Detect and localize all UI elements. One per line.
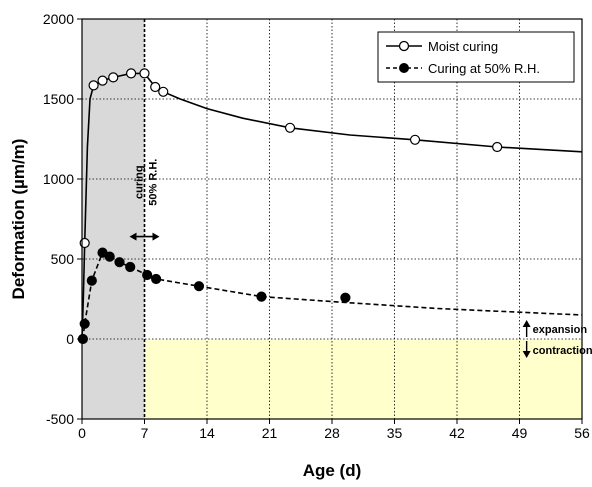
- x-tick-label: 42: [449, 425, 465, 441]
- arrow-up-icon: [522, 320, 531, 327]
- x-tick-label: 28: [324, 425, 340, 441]
- legend-rh-marker: [399, 63, 409, 73]
- y-tick-label: 0: [66, 331, 74, 347]
- expansion-contraction-annotation: expansion contraction: [522, 320, 592, 358]
- x-axis-title: Age (d): [303, 461, 362, 480]
- x-tick-label: 49: [512, 425, 528, 441]
- moist-curing-point: [88, 80, 99, 91]
- rh-label: 50% R.H.: [148, 159, 160, 206]
- rh-curing-point: [114, 257, 125, 268]
- arrow-down-icon: [522, 351, 531, 358]
- series-lines: [81, 72, 583, 341]
- rh-curing-point: [193, 281, 205, 292]
- x-tick-label: 0: [78, 425, 86, 441]
- y-tick-label: 500: [51, 251, 75, 267]
- y-tick-label: 1500: [43, 91, 74, 107]
- series-line-0: [81, 72, 583, 341]
- rh-curing-point: [142, 269, 153, 281]
- y-tick-label: 2000: [43, 11, 74, 27]
- rh-curing-point: [151, 273, 162, 285]
- y-tick-labels: -500 0 500 1000 1500 2000: [43, 11, 82, 427]
- moist-curing-point: [108, 72, 119, 83]
- x-tick-label: 14: [199, 425, 215, 441]
- series-markers: [77, 68, 503, 345]
- moist-curing-point: [126, 68, 137, 79]
- rh-curing-point: [86, 275, 97, 286]
- shaded-region-1: [144, 339, 582, 419]
- legend-rh-label: Curing at 50% R.H.: [428, 61, 540, 76]
- shaded-regions: [82, 19, 582, 419]
- moist-curing-point: [284, 122, 296, 133]
- rh-curing-point: [104, 251, 115, 262]
- moist-curing-point: [492, 141, 503, 153]
- legend-moist-marker: [398, 40, 410, 52]
- legend-box: [377, 31, 575, 83]
- curing-annotation: curing 50% R.H.: [129, 159, 160, 241]
- contraction-label: contraction: [533, 345, 592, 357]
- rh-curing-point: [256, 291, 267, 302]
- y-axis-title: Deformation (µm/m): [9, 139, 28, 300]
- moist-curing-point: [409, 134, 421, 145]
- y-tick-label: 1000: [43, 171, 74, 187]
- y-tick-label: -500: [46, 411, 74, 427]
- rh-curing-point: [125, 261, 136, 273]
- arrow-left-icon: [129, 232, 137, 241]
- x-tick-label: 56: [574, 425, 590, 441]
- series-line-1: [82, 251, 583, 340]
- grid-lines: [82, 19, 582, 419]
- moist-curing-point: [97, 75, 108, 86]
- legend: Moist curing Curing at 50% R.H.: [377, 31, 575, 83]
- expansion-label: expansion: [533, 324, 588, 336]
- rh-curing-point: [340, 292, 351, 303]
- moist-curing-point: [150, 81, 161, 93]
- moist-curing-point: [158, 86, 169, 97]
- arrow-right-icon: [152, 232, 160, 241]
- curing-label: curing: [134, 165, 146, 199]
- x-tick-labels: 0 7 14 21 28 35 42 49 56: [78, 419, 590, 441]
- legend-moist-label: Moist curing: [428, 39, 498, 54]
- x-tick-label: 7: [141, 425, 149, 441]
- moist-curing-point: [139, 68, 150, 79]
- x-tick-label: 35: [387, 425, 403, 441]
- x-tick-label: 21: [262, 425, 278, 441]
